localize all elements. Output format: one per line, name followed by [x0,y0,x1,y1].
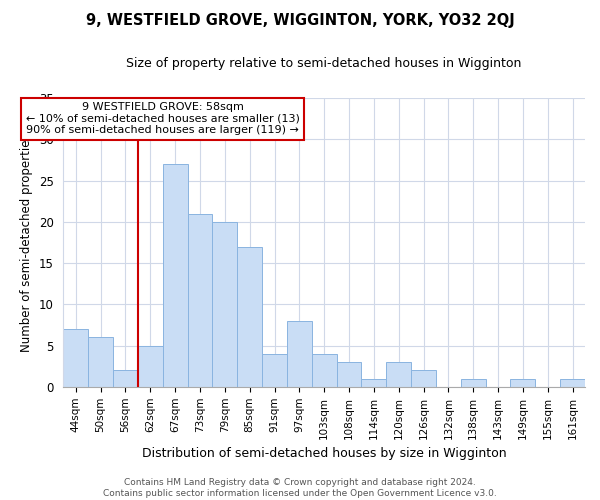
Bar [560,378,585,387]
Bar [511,378,535,387]
Text: 9, WESTFIELD GROVE, WIGGINTON, YORK, YO32 2QJ: 9, WESTFIELD GROVE, WIGGINTON, YORK, YO3… [86,12,514,28]
Bar [411,370,436,387]
Text: Contains HM Land Registry data © Crown copyright and database right 2024.
Contai: Contains HM Land Registry data © Crown c… [103,478,497,498]
Title: Size of property relative to semi-detached houses in Wigginton: Size of property relative to semi-detach… [127,58,522,70]
Bar [461,378,485,387]
Bar [237,246,262,387]
X-axis label: Distribution of semi-detached houses by size in Wigginton: Distribution of semi-detached houses by … [142,447,506,460]
Text: 9 WESTFIELD GROVE: 58sqm
← 10% of semi-detached houses are smaller (13)
90% of s: 9 WESTFIELD GROVE: 58sqm ← 10% of semi-d… [26,102,299,136]
Bar [138,346,163,387]
Bar [88,338,113,387]
Bar [337,362,361,387]
Bar [163,164,188,387]
Bar [386,362,411,387]
Bar [312,354,337,387]
Bar [188,214,212,387]
Bar [113,370,138,387]
Bar [262,354,287,387]
Bar [212,222,237,387]
Bar [287,321,312,387]
Y-axis label: Number of semi-detached properties: Number of semi-detached properties [20,133,33,352]
Bar [361,378,386,387]
Bar [64,329,88,387]
